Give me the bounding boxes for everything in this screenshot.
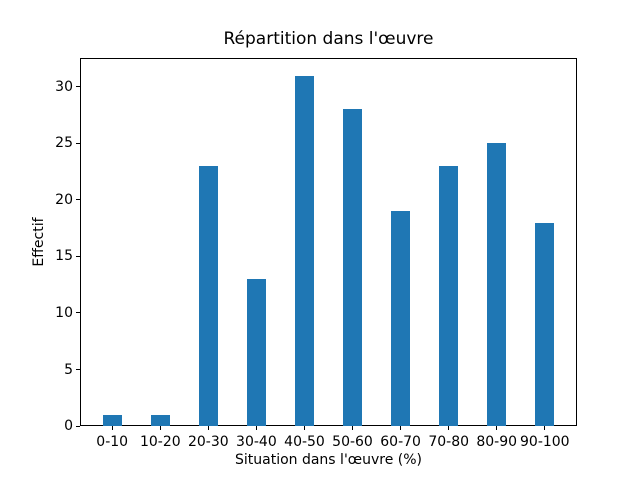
x-tick-label: 0-10 bbox=[96, 434, 129, 450]
x-tick-mark bbox=[544, 426, 546, 430]
y-tick-label: 15 bbox=[55, 248, 73, 265]
bar-70-80 bbox=[439, 166, 459, 426]
y-tick-label: 25 bbox=[55, 135, 73, 152]
y-tick-mark bbox=[76, 369, 80, 370]
y-tick-mark bbox=[76, 86, 80, 88]
y-tick-label: 30 bbox=[55, 78, 73, 95]
x-tick-label: 80-90 bbox=[476, 434, 518, 450]
x-tick-mark bbox=[111, 426, 113, 430]
y-tick-mark bbox=[76, 199, 80, 201]
bar-30-40 bbox=[246, 279, 266, 426]
x-tick-mark bbox=[255, 426, 257, 430]
x-tick-label: 70-80 bbox=[428, 434, 470, 450]
x-tick-label: 60-70 bbox=[380, 434, 421, 450]
bar-60-70 bbox=[391, 211, 411, 426]
y-tick-label: 0 bbox=[64, 418, 73, 434]
x-axis-label: Situation dans l'œuvre (%) bbox=[234, 452, 423, 468]
x-tick-mark bbox=[159, 426, 161, 430]
x-tick-label: 90-100 bbox=[520, 434, 570, 450]
x-tick-mark bbox=[448, 426, 450, 430]
bar-50-60 bbox=[342, 109, 363, 426]
y-tick-mark bbox=[76, 312, 80, 314]
x-tick-label: 20-30 bbox=[187, 434, 229, 450]
bar-40-50 bbox=[294, 75, 315, 426]
bar-80-90 bbox=[487, 143, 507, 426]
y-tick-mark bbox=[76, 142, 80, 144]
x-tick-mark bbox=[496, 426, 498, 430]
y-tick-label: 5 bbox=[64, 361, 73, 378]
x-tick-label: 40-50 bbox=[284, 434, 325, 450]
y-tick-mark bbox=[76, 425, 80, 427]
x-tick-mark bbox=[352, 426, 353, 430]
x-tick-mark bbox=[207, 426, 209, 430]
x-tick-mark bbox=[304, 426, 305, 430]
plot-area bbox=[80, 58, 577, 426]
x-tick-label: 30-40 bbox=[236, 434, 277, 450]
bar-90-100 bbox=[535, 222, 555, 426]
x-tick-label: 50-60 bbox=[332, 434, 373, 450]
y-tick-mark bbox=[76, 255, 80, 257]
y-tick-label: 10 bbox=[55, 304, 73, 321]
bar-0-10 bbox=[102, 414, 122, 426]
x-tick-label: 10-20 bbox=[139, 434, 181, 450]
bar-20-30 bbox=[198, 166, 218, 426]
y-tick-label: 20 bbox=[55, 191, 73, 208]
bar-10-20 bbox=[150, 414, 170, 426]
chart-title: Répartition dans l'œuvre bbox=[223, 29, 434, 49]
x-tick-mark bbox=[400, 426, 402, 430]
